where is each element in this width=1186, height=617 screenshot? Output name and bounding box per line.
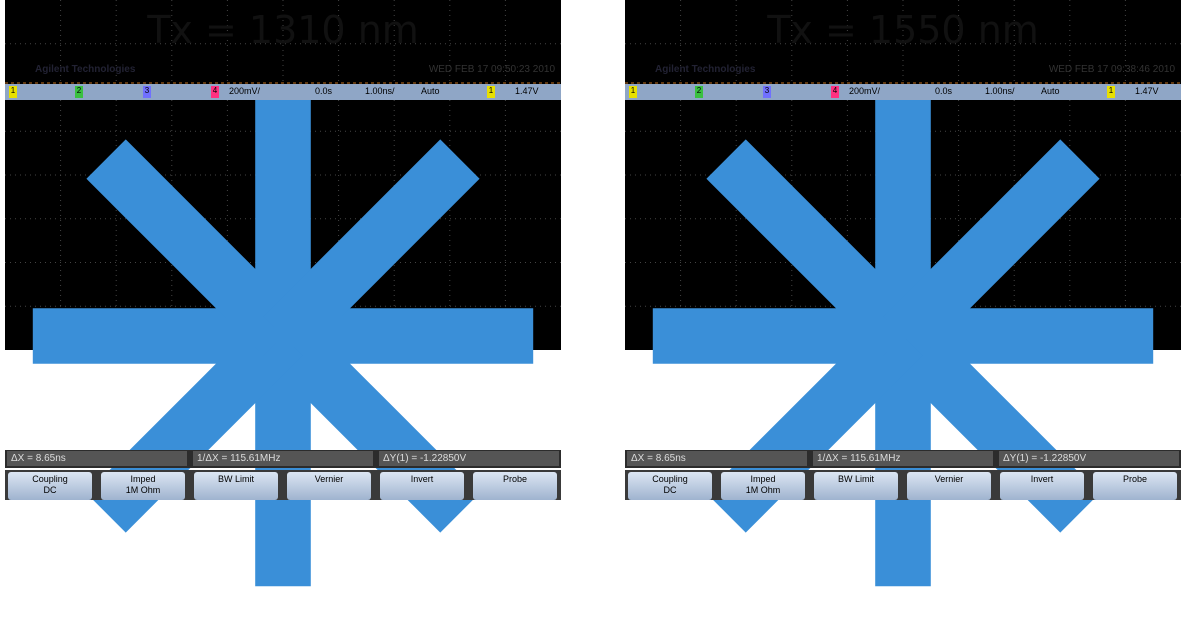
channel-indicator: 3 (763, 86, 771, 98)
softkey-label: Probe (1093, 474, 1177, 485)
measurement: 1/ΔX = 115.61MHz (813, 451, 993, 466)
softkey[interactable]: Invert (1000, 472, 1084, 500)
trigger-channel: 1 (487, 86, 495, 98)
softkey[interactable]: Probe (473, 472, 557, 500)
logo (5, 58, 561, 614)
trigger-mode: Auto (421, 86, 440, 96)
softkey[interactable]: Vernier (907, 472, 991, 500)
logo (625, 58, 1181, 614)
timebase: 1.00ns/ (985, 86, 1015, 96)
softkey-label: Probe (473, 474, 557, 485)
status-bar: 1 2 3 4 200mV/0.0s 1.00ns/Auto 1 1.47V (5, 84, 561, 100)
delay: 0.0s (315, 86, 332, 96)
softkey[interactable]: BW Limit (194, 472, 278, 500)
channel-indicator: 1 (629, 86, 637, 98)
softkey-value: DC (8, 485, 92, 496)
channel-indicator: 2 (75, 86, 83, 98)
softkey-value: DC (628, 485, 712, 496)
measurement-bar: ΔX = 8.65ns 1/ΔX = 115.61MHz ΔY(1) = -1.22… (625, 450, 1181, 468)
scope-panel: Tx = 1550 nm Agilent Technologies WED FEB … (625, 0, 1181, 500)
scope-header: Agilent Technologies WED FEB 17 09:38:46 … (625, 58, 1181, 84)
softkey-label: Vernier (287, 474, 371, 485)
softkey-label: Imped (101, 474, 185, 485)
channel-indicator: 1 (9, 86, 17, 98)
softkey-label: Coupling (628, 474, 712, 485)
vertical-scale: 200mV/ (849, 86, 880, 96)
softkey-label: BW Limit (814, 474, 898, 485)
scope-header: Agilent Technologies WED FEB 17 09:50:23 … (5, 58, 561, 84)
measurement: ΔX = 8.65ns (7, 451, 187, 466)
channel-indicator: 4 (211, 86, 219, 98)
page: Tx = 1310 nm Agilent Technologies WED FEB … (0, 0, 1186, 500)
softkey-label: Invert (1000, 474, 1084, 485)
vertical-scale: 200mV/ (229, 86, 260, 96)
softkey-value: 1M Ohm (101, 485, 185, 496)
measurement: ΔX = 8.65ns (627, 451, 807, 466)
trigger-mode: Auto (1041, 86, 1060, 96)
softkey-label: Coupling (8, 474, 92, 485)
softkey-label: BW Limit (194, 474, 278, 485)
brand: Agilent Technologies (655, 64, 755, 75)
delay: 0.0s (935, 86, 952, 96)
softkey-label: Invert (380, 474, 464, 485)
softkey-label: Vernier (907, 474, 991, 485)
softkey[interactable]: Invert (380, 472, 464, 500)
softkey-label: Imped (721, 474, 805, 485)
measurement-bar: ΔX = 8.65ns 1/ΔX = 115.61MHz ΔY(1) = -1.22… (5, 450, 561, 468)
softkey[interactable]: Probe (1093, 472, 1177, 500)
measurement: ΔY(1) = -1.22850V (999, 451, 1179, 466)
measurement: 1/ΔX = 115.61MHz (193, 451, 373, 466)
softkey[interactable]: BW Limit (814, 472, 898, 500)
timebase: 1.00ns/ (365, 86, 395, 96)
brand: Agilent Technologies (35, 64, 135, 75)
softkey-value: 1M Ohm (721, 485, 805, 496)
status-bar: 1 2 3 4 200mV/0.0s 1.00ns/Auto 1 1.47V (625, 84, 1181, 100)
softkey[interactable]: Vernier (287, 472, 371, 500)
trigger-level: 1.47V (515, 86, 539, 96)
timestamp: WED FEB 17 09:50:23 2010 (429, 64, 555, 75)
measurement: ΔY(1) = -1.22850V (379, 451, 559, 466)
timestamp: WED FEB 17 09:38:46 2010 (1049, 64, 1175, 75)
channel-indicator: 3 (143, 86, 151, 98)
trigger-channel: 1 (1107, 86, 1115, 98)
panel-title: Tx = 1310 nm (5, 8, 561, 52)
trigger-level: 1.47V (1135, 86, 1159, 96)
channel-indicator: 2 (695, 86, 703, 98)
panel-title: Tx = 1550 nm (625, 8, 1181, 52)
scope-panel: Tx = 1310 nm Agilent Technologies WED FEB … (5, 0, 561, 500)
channel-indicator: 4 (831, 86, 839, 98)
